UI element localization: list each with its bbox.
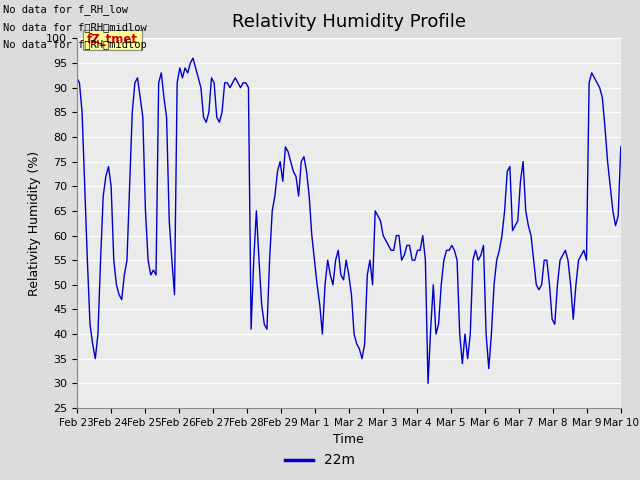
Text: No data for f͟RH͟midtop: No data for f͟RH͟midtop [3,40,147,50]
Text: fZ_tmet: fZ_tmet [87,33,138,47]
Title: Relativity Humidity Profile: Relativity Humidity Profile [232,13,466,31]
Y-axis label: Relativity Humidity (%): Relativity Humidity (%) [28,151,40,296]
Text: No data for f_RH_low: No data for f_RH_low [3,4,128,15]
Text: No data for f͟RH͟midlow: No data for f͟RH͟midlow [3,22,147,32]
X-axis label: Time: Time [333,433,364,446]
Legend: 22m: 22m [280,448,360,473]
